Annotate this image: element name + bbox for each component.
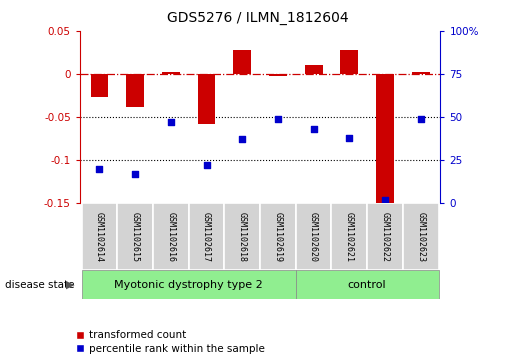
- Bar: [198, 74, 215, 124]
- Point: [202, 163, 211, 168]
- Bar: [117, 203, 153, 270]
- Bar: [296, 203, 332, 270]
- Bar: [162, 72, 180, 74]
- Text: GSM1102618: GSM1102618: [238, 212, 247, 262]
- Point: [345, 135, 353, 140]
- Bar: [332, 203, 367, 270]
- Bar: [188, 203, 225, 270]
- Legend: transformed count, percentile rank within the sample: transformed count, percentile rank withi…: [72, 326, 269, 358]
- Bar: [376, 74, 394, 205]
- Text: control: control: [348, 280, 386, 290]
- Bar: [260, 203, 296, 270]
- Point: [417, 116, 425, 122]
- Bar: [225, 203, 260, 270]
- Text: ▶: ▶: [66, 280, 75, 290]
- Text: GSM1102623: GSM1102623: [416, 212, 425, 262]
- Point: [274, 116, 282, 122]
- Bar: [81, 203, 117, 270]
- Point: [167, 119, 175, 125]
- Bar: [81, 270, 296, 299]
- Bar: [269, 74, 287, 76]
- Bar: [367, 203, 403, 270]
- Point: [95, 166, 104, 172]
- Bar: [91, 74, 108, 97]
- Text: disease state: disease state: [5, 280, 75, 290]
- Bar: [403, 203, 439, 270]
- Bar: [305, 65, 322, 74]
- Point: [381, 197, 389, 203]
- Text: GDS5276 / ILMN_1812604: GDS5276 / ILMN_1812604: [167, 11, 348, 25]
- Point: [310, 126, 318, 132]
- Text: GSM1102617: GSM1102617: [202, 212, 211, 262]
- Point: [131, 171, 139, 177]
- Text: GSM1102621: GSM1102621: [345, 212, 354, 262]
- Bar: [153, 203, 188, 270]
- Text: Myotonic dystrophy type 2: Myotonic dystrophy type 2: [114, 280, 263, 290]
- Bar: [412, 72, 430, 74]
- Text: GSM1102616: GSM1102616: [166, 212, 175, 262]
- Bar: [296, 270, 439, 299]
- Bar: [233, 50, 251, 74]
- Text: GSM1102622: GSM1102622: [381, 212, 389, 262]
- Text: GSM1102615: GSM1102615: [131, 212, 140, 262]
- Text: GSM1102619: GSM1102619: [273, 212, 282, 262]
- Point: [238, 136, 246, 142]
- Text: GSM1102620: GSM1102620: [309, 212, 318, 262]
- Bar: [340, 50, 358, 74]
- Text: GSM1102614: GSM1102614: [95, 212, 104, 262]
- Bar: [126, 74, 144, 107]
